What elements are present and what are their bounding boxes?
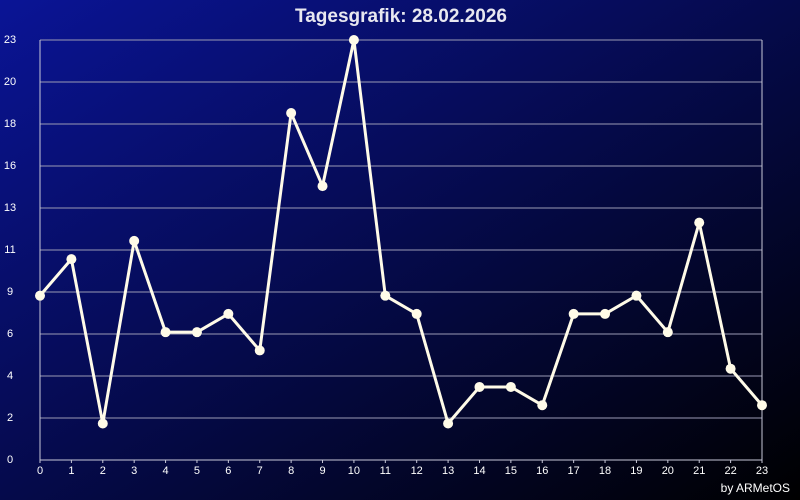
point bbox=[725, 363, 736, 374]
point bbox=[160, 327, 171, 338]
point bbox=[66, 254, 77, 265]
x-tick-label: 18 bbox=[599, 465, 611, 477]
point bbox=[97, 418, 108, 429]
y-tick-label: 6 bbox=[7, 328, 13, 340]
x-tick-label: 9 bbox=[319, 465, 325, 477]
point bbox=[505, 381, 516, 392]
x-tick-label: 8 bbox=[288, 465, 294, 477]
point bbox=[35, 290, 45, 301]
x-tick-label: 14 bbox=[473, 465, 485, 477]
point bbox=[568, 308, 579, 319]
y-tick-label: 2 bbox=[7, 412, 13, 424]
x-tick-label: 6 bbox=[225, 465, 231, 477]
point bbox=[223, 308, 234, 319]
point bbox=[537, 400, 548, 411]
x-tick-label: 11 bbox=[380, 465, 391, 477]
x-tick-label: 4 bbox=[163, 465, 169, 477]
x-tick-label: 13 bbox=[442, 465, 454, 477]
y-tick-label: 4 bbox=[7, 370, 13, 382]
point bbox=[631, 290, 642, 301]
point bbox=[694, 217, 705, 228]
y-tick-label: 23 bbox=[4, 34, 16, 46]
x-tick-label: 16 bbox=[536, 465, 548, 477]
y-tick-label: 11 bbox=[4, 244, 15, 256]
x-tick-label: 20 bbox=[662, 465, 674, 477]
x-tick-label: 2 bbox=[100, 465, 106, 477]
y-tick-label: 16 bbox=[4, 160, 16, 172]
x-tick-label: 23 bbox=[756, 465, 768, 477]
point bbox=[191, 327, 202, 338]
x-tick-label: 7 bbox=[257, 465, 263, 477]
x-tick-label: 10 bbox=[348, 465, 360, 477]
x-tick-label: 5 bbox=[194, 465, 200, 477]
x-tick-label: 19 bbox=[630, 465, 642, 477]
y-tick-label: 18 bbox=[4, 118, 16, 130]
x-tick-label: 12 bbox=[411, 465, 423, 477]
point bbox=[600, 308, 611, 319]
x-tick-label: 22 bbox=[724, 465, 736, 477]
x-tick-label: 15 bbox=[505, 465, 517, 477]
x-tick-label: 17 bbox=[568, 465, 580, 477]
y-tick-label: 20 bbox=[4, 76, 16, 88]
x-tick-label: 1 bbox=[68, 465, 74, 477]
y-tick-label: 13 bbox=[4, 202, 16, 214]
x-tick-label: 3 bbox=[131, 465, 137, 477]
point bbox=[254, 345, 265, 356]
y-tick-label: 0 bbox=[7, 454, 13, 466]
x-tick-label: 0 bbox=[37, 465, 43, 477]
point bbox=[317, 181, 328, 192]
point bbox=[348, 35, 359, 45]
point bbox=[662, 327, 673, 338]
line bbox=[38, 38, 764, 425]
point bbox=[380, 290, 391, 301]
footer: by ARMetOS bbox=[721, 481, 790, 495]
chart-title: Tagesgrafik: 28.02.2026 bbox=[295, 6, 507, 27]
y-tick-label: 9 bbox=[7, 286, 13, 298]
point bbox=[411, 308, 422, 319]
point bbox=[474, 381, 485, 392]
point bbox=[757, 400, 767, 411]
point bbox=[129, 235, 140, 246]
point bbox=[443, 418, 454, 429]
point bbox=[286, 108, 297, 119]
x-tick-label: 21 bbox=[693, 465, 705, 477]
